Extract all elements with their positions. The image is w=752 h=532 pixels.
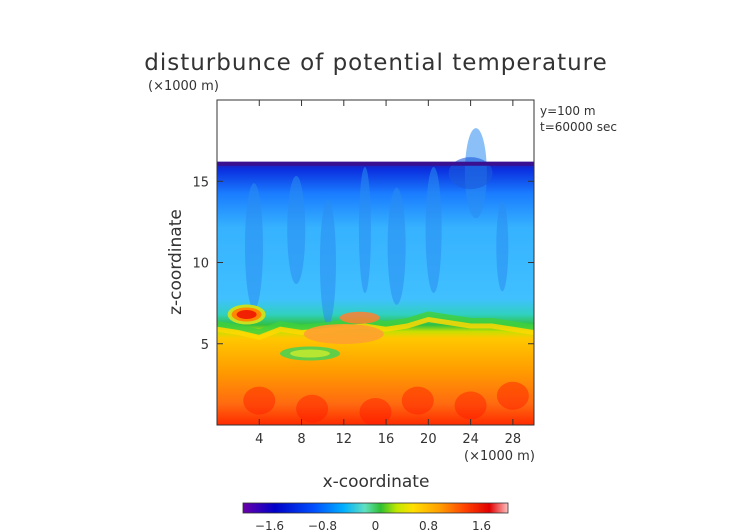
cold-plume (387, 187, 406, 305)
x-unit-label: (×1000 m) (464, 449, 535, 464)
cold-plume (244, 183, 263, 310)
x-tick-label: 4 (255, 432, 263, 447)
colorbar-gradient (242, 502, 509, 514)
colorbar-tick-label: 0 (372, 519, 380, 532)
annotation-y: y=100 m (540, 104, 596, 118)
x-axis-label: x-coordinate (323, 472, 430, 492)
field (217, 128, 534, 425)
green-pocket-core (289, 349, 330, 358)
z-axis: 5 10 15 (192, 175, 534, 353)
top-edge (217, 161, 534, 166)
colorbar-tick-label: 1.6 (472, 519, 491, 532)
cold-plume (319, 199, 336, 326)
z-tick-label: 10 (192, 257, 209, 272)
hot-spot (454, 391, 487, 420)
x-tick-label: 28 (505, 432, 522, 447)
x-tick-label: 24 (462, 432, 479, 447)
cold-plume (425, 167, 442, 293)
cold-plume (358, 167, 371, 293)
y-axis-label: z-coordinate (166, 209, 186, 315)
x-axis: 4 8 12 16 20 24 28 (255, 100, 521, 447)
warm-lobe-2 (339, 311, 380, 324)
z-tick-label: 5 (201, 338, 209, 353)
x-tick-label: 20 (420, 432, 437, 447)
hot-spot (496, 381, 529, 410)
z-tick-label: 15 (192, 175, 209, 190)
colorbar-tick-label: −0.8 (308, 519, 337, 532)
cold-plume (287, 176, 306, 284)
hot-spot (243, 386, 276, 415)
colorbar: −1.6 −0.8 0 0.8 1.6 (242, 502, 509, 532)
z-unit-label: (×1000 m) (148, 79, 219, 94)
hot-spot (401, 386, 434, 415)
colorbar-tick-label: −1.6 (255, 519, 284, 532)
field-background (217, 161, 534, 425)
x-tick-label: 16 (378, 432, 395, 447)
hot-spot (296, 394, 329, 423)
cold-plume (496, 201, 509, 292)
hot-spot (359, 398, 392, 425)
annotation-t: t=60000 sec (540, 120, 617, 134)
x-tick-label: 8 (297, 432, 305, 447)
interface-yellow (217, 316, 534, 340)
chart-title: disturbunce of potential temperature (144, 50, 608, 76)
warm-lobe (303, 324, 384, 344)
x-tick-label: 12 (336, 432, 353, 447)
colorbar-tick-label: 0.8 (419, 519, 438, 532)
interface-green (217, 311, 534, 336)
bubble-core (236, 310, 257, 319)
